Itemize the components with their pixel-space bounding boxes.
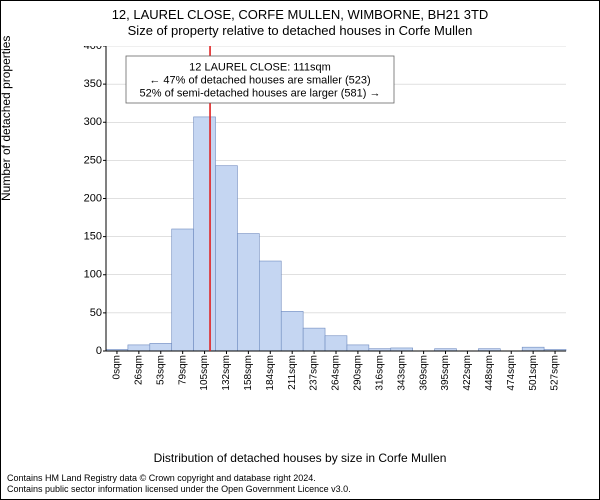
footer-line2: Contains public sector information licen…: [7, 484, 351, 495]
svg-text:52% of semi-detached houses ar: 52% of semi-detached houses are larger (…: [140, 87, 381, 99]
chart-title-line2: Size of property relative to detached ho…: [1, 23, 599, 38]
svg-text:501sqm: 501sqm: [528, 355, 539, 391]
svg-text:26sqm: 26sqm: [133, 355, 144, 385]
y-axis-label: Number of detached properties: [0, 36, 13, 201]
svg-text:132sqm: 132sqm: [221, 355, 232, 391]
svg-text:211sqm: 211sqm: [287, 355, 298, 390]
svg-text:158sqm: 158sqm: [243, 355, 254, 391]
svg-text:184sqm: 184sqm: [265, 355, 276, 391]
svg-text:237sqm: 237sqm: [309, 355, 320, 391]
svg-text:474sqm: 474sqm: [506, 355, 517, 391]
footer-line1: Contains HM Land Registry data © Crown c…: [7, 473, 351, 484]
svg-text:316sqm: 316sqm: [374, 355, 385, 391]
svg-text:290sqm: 290sqm: [353, 355, 364, 391]
svg-text:50: 50: [90, 307, 102, 319]
svg-text:395sqm: 395sqm: [440, 355, 451, 391]
svg-text:12 LAUREL CLOSE: 111sqm: 12 LAUREL CLOSE: 111sqm: [189, 61, 331, 73]
svg-text:150: 150: [84, 231, 102, 243]
histogram-chart: 0 50 100 150 200 250 300 350 400 0sqm 26sqm 53sqm 79…: [76, 46, 571, 401]
chart-container: 12, LAUREL CLOSE, CORFE MULLEN, WIMBORNE…: [0, 0, 600, 500]
svg-text:100: 100: [84, 269, 102, 281]
svg-text:400: 400: [84, 46, 102, 52]
svg-text:369sqm: 369sqm: [418, 355, 429, 391]
svg-text:264sqm: 264sqm: [331, 355, 342, 391]
chart-svg: 0 50 100 150 200 250 300 350 400 0sqm 26sqm 53sqm 79…: [76, 46, 571, 451]
svg-text:105sqm: 105sqm: [199, 355, 210, 391]
chart-title-line1: 12, LAUREL CLOSE, CORFE MULLEN, WIMBORNE…: [1, 7, 599, 22]
svg-text:300: 300: [84, 116, 102, 128]
svg-text:200: 200: [84, 192, 102, 204]
svg-text:527sqm: 527sqm: [550, 355, 561, 391]
svg-text:← 47% of detached houses are s: ← 47% of detached houses are smaller (52…: [149, 74, 370, 86]
footer-text: Contains HM Land Registry data © Crown c…: [7, 473, 351, 496]
svg-text:350: 350: [84, 78, 102, 90]
svg-text:250: 250: [84, 154, 102, 166]
svg-text:79sqm: 79sqm: [177, 355, 188, 385]
svg-text:448sqm: 448sqm: [484, 355, 495, 391]
svg-text:0: 0: [96, 345, 102, 357]
svg-text:53sqm: 53sqm: [155, 355, 166, 385]
x-axis-label: Distribution of detached houses by size …: [1, 451, 599, 465]
svg-text:0sqm: 0sqm: [112, 355, 123, 379]
svg-text:422sqm: 422sqm: [462, 355, 473, 391]
svg-text:343sqm: 343sqm: [396, 355, 407, 391]
